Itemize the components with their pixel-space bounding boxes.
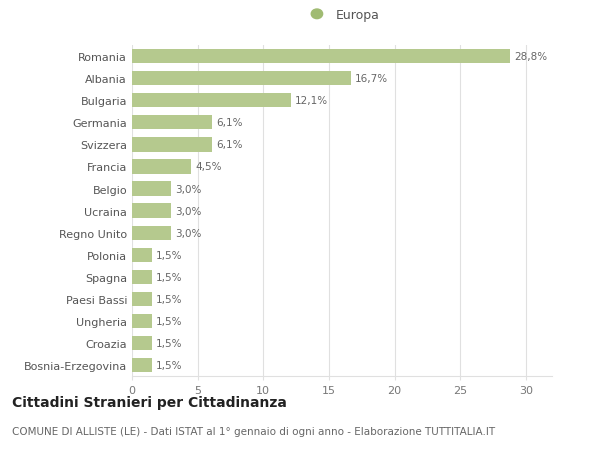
Legend: Europa: Europa <box>304 9 380 22</box>
Text: COMUNE DI ALLISTE (LE) - Dati ISTAT al 1° gennaio di ogni anno - Elaborazione TU: COMUNE DI ALLISTE (LE) - Dati ISTAT al 1… <box>12 426 495 436</box>
Bar <box>132 50 510 64</box>
Text: 3,0%: 3,0% <box>175 184 202 194</box>
Text: 16,7%: 16,7% <box>355 74 388 84</box>
Text: 3,0%: 3,0% <box>175 228 202 238</box>
Bar <box>132 248 152 263</box>
Bar <box>132 116 212 130</box>
Text: 1,5%: 1,5% <box>155 294 182 304</box>
Text: 3,0%: 3,0% <box>175 206 202 216</box>
Text: 1,5%: 1,5% <box>155 272 182 282</box>
Text: 1,5%: 1,5% <box>155 360 182 370</box>
Text: 6,1%: 6,1% <box>216 140 242 150</box>
Bar <box>132 94 291 108</box>
Text: Cittadini Stranieri per Cittadinanza: Cittadini Stranieri per Cittadinanza <box>12 395 287 409</box>
Text: 1,5%: 1,5% <box>155 250 182 260</box>
Bar <box>132 182 172 196</box>
Text: 6,1%: 6,1% <box>216 118 242 128</box>
Text: 1,5%: 1,5% <box>155 316 182 326</box>
Bar <box>132 226 172 241</box>
Bar <box>132 336 152 351</box>
Bar <box>132 314 152 329</box>
Bar <box>132 358 152 373</box>
Text: 4,5%: 4,5% <box>195 162 221 172</box>
Bar <box>132 270 152 285</box>
Bar <box>132 204 172 218</box>
Text: 1,5%: 1,5% <box>155 338 182 348</box>
Bar <box>132 72 351 86</box>
Text: 28,8%: 28,8% <box>514 52 547 62</box>
Bar <box>132 292 152 307</box>
Bar <box>132 138 212 152</box>
Text: 12,1%: 12,1% <box>295 96 328 106</box>
Bar <box>132 160 191 174</box>
